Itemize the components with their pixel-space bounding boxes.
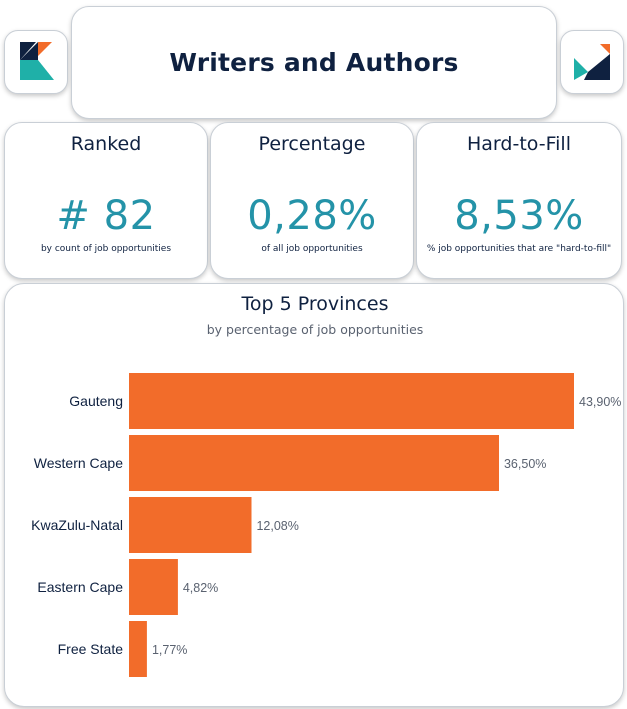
kpi-percentage-title: Percentage [258,133,366,155]
kpi-ranked-card: Ranked # 82 by count of job opportunitie… [4,122,208,279]
bar-western-cape[interactable] [129,435,499,491]
category-label: Free State [58,641,124,657]
kpi-ranked-value: # 82 [56,193,156,239]
category-label: Gauteng [69,393,123,409]
logo-right [560,30,624,94]
bar-free-state[interactable] [129,621,147,677]
data-label: 4,82% [183,581,218,595]
bar-kwazulu-natal[interactable] [129,497,252,553]
category-label: KwaZulu-Natal [31,517,123,533]
kpi-percentage-value: 0,28% [247,193,377,239]
kpi-percentage-subtitle: of all job opportunities [261,244,363,254]
provinces-chart-card: Top 5 Provinces by percentage of job opp… [4,283,624,707]
chart-subtitle: by percentage of job opportunities [207,322,424,337]
data-label: 36,50% [504,457,546,471]
chart-title: Top 5 Provinces [241,293,389,315]
kpi-hard-to-fill-value: 8,53% [454,193,584,239]
kd-logo-icon [20,42,54,80]
title-card: Writers and Authors [71,6,557,119]
provinces-bar-chart: Top 5 Provinces by percentage of job opp… [31,293,621,677]
data-label: 12,08% [256,519,298,533]
kpi-percentage-card: Percentage 0,28% of all job opportunitie… [210,122,414,279]
logo-left [4,30,68,94]
kpi-hard-to-fill-card: Hard-to-Fill 8,53% % job opportunities t… [416,122,622,279]
kpi-hard-to-fill-subtitle: % job opportunities that are "hard-to-fi… [426,244,612,254]
category-label: Western Cape [34,455,123,471]
kpi-ranked-title: Ranked [70,133,142,155]
bar-gauteng[interactable] [129,373,574,429]
kd-logo-mirrored-icon [574,44,610,80]
data-label: 43,90% [579,395,621,409]
page-title: Writers and Authors [169,48,459,77]
data-label: 1,77% [152,643,187,657]
kpi-ranked-subtitle: by count of job opportunities [40,244,172,254]
kpi-hard-to-fill-title: Hard-to-Fill [467,133,571,155]
bar-eastern-cape[interactable] [129,559,178,615]
category-label: Eastern Cape [37,579,123,595]
